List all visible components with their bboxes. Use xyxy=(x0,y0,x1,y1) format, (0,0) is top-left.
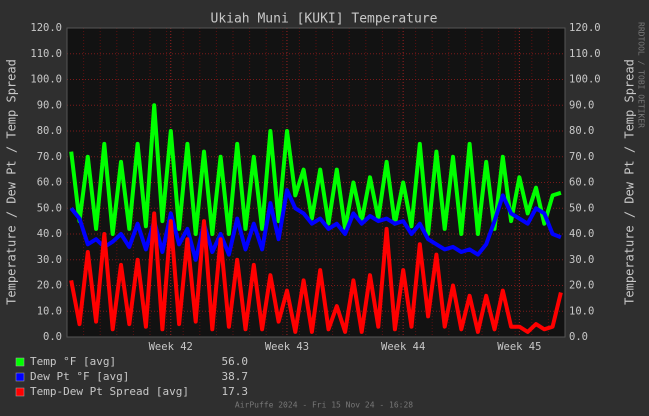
legend-label: Temp °F [avg] xyxy=(30,355,116,368)
x-tick-label: Week 45 xyxy=(497,341,541,353)
y-tick-label: 120.0 xyxy=(30,22,62,34)
y-tick-label: 50.0 xyxy=(37,202,62,214)
x-tick-label: Week 43 xyxy=(265,341,309,353)
y2-tick-label: 60.0 xyxy=(569,177,594,189)
x-tick-label: Week 44 xyxy=(381,341,425,353)
y2-tick-label: 20.0 xyxy=(569,280,594,292)
legend-current: 17.3 xyxy=(222,385,249,398)
y2-tick-label: 70.0 xyxy=(569,151,594,163)
series-line xyxy=(69,211,563,334)
legend-current: 38.7 xyxy=(222,370,249,383)
y-tick-label: 100.0 xyxy=(30,74,62,86)
plot-frame xyxy=(66,27,566,338)
y-tick-label: 80.0 xyxy=(37,125,62,137)
y-tick-label: 0.0 xyxy=(43,331,62,343)
y-tick-label: 70.0 xyxy=(37,151,62,163)
footer: AirPuffe 2024 - Fri 15 Nov 24 - 16:28 xyxy=(235,401,413,410)
y2-tick-label: 0.0 xyxy=(569,331,588,343)
y2-tick-label: 100.0 xyxy=(569,74,601,86)
legend-swatch xyxy=(15,357,25,367)
y2-tick-label: 10.0 xyxy=(569,305,594,317)
legend-label: Dew Pt °F [avg] xyxy=(30,370,129,383)
y2-tick-label: 110.0 xyxy=(569,48,601,60)
y-tick-label: 20.0 xyxy=(37,280,62,292)
y2-tick-label: 40.0 xyxy=(569,228,594,240)
legend-current: 56.0 xyxy=(222,355,249,368)
y2-tick-label: 90.0 xyxy=(569,99,594,111)
x-tick-label: Week 42 xyxy=(149,341,193,353)
side-note: RRDTOOL / TOBI OETIKER xyxy=(637,22,646,128)
y2-tick-label: 30.0 xyxy=(569,254,594,266)
y2-tick-label: 120.0 xyxy=(569,22,601,34)
y2-tick-label: 80.0 xyxy=(569,125,594,137)
legend-swatch xyxy=(15,387,25,397)
legend-swatch xyxy=(15,372,25,382)
chart-title: Ukiah Muni [KUKI] Temperature xyxy=(211,12,438,27)
series-line xyxy=(69,103,562,236)
y-axis-label: Temperature / Dew Pt / Temp Spread xyxy=(5,59,19,305)
legend-label: Temp-Dew Pt Spread [avg] xyxy=(30,385,189,398)
y2-axis-label: Temperature / Dew Pt / Temp Spread xyxy=(623,59,637,305)
y-tick-label: 110.0 xyxy=(30,48,62,60)
y-tick-label: 60.0 xyxy=(37,177,62,189)
y-tick-label: 10.0 xyxy=(37,305,62,317)
y-tick-label: 90.0 xyxy=(37,99,62,111)
y-tick-label: 30.0 xyxy=(37,254,62,266)
y2-tick-label: 50.0 xyxy=(569,202,594,214)
y-tick-label: 40.0 xyxy=(37,228,62,240)
